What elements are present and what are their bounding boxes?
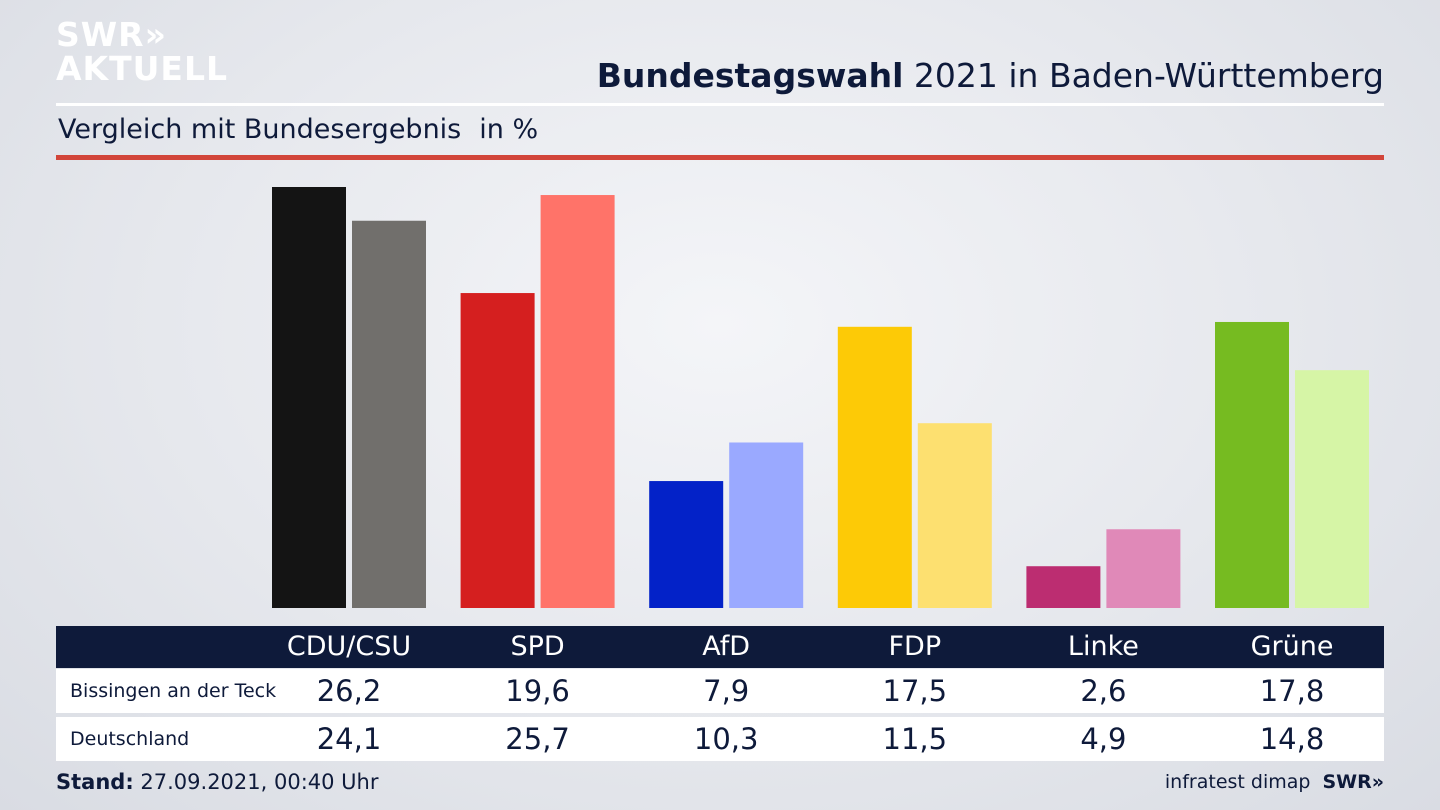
value-label-cdu-csu-deutschland: 24,1 [316, 722, 382, 756]
table-row-deutschland: Deutschland 24,1 25,7 10,3 11,5 4,9 14,8 [56, 717, 1384, 761]
category-label-gr-ne: Grüne [1250, 631, 1334, 662]
table-row-bissingen: Bissingen an der Teck 26,2 19,6 7,9 17,5 2,6… [56, 669, 1384, 713]
value-label-afd-bissingen: 7,9 [703, 674, 750, 708]
bar-gr-ne-bissingen [1215, 321, 1289, 608]
chart-subtitle: Vergleich mit Bundesergebnis in % [58, 114, 538, 145]
value-label-gr-ne-bissingen: 17,8 [1259, 674, 1325, 708]
bar-gr-ne-deutschland [1295, 370, 1369, 608]
timestamp: Stand: 27.09.2021, 00:40 Uhr [56, 770, 379, 794]
timestamp-value: 27.09.2021, 00:40 Uhr [133, 770, 379, 794]
logo-line-2: AKTUELL [56, 49, 229, 88]
value-label-fdp-bissingen: 17,5 [882, 674, 948, 708]
unit-label: in % [479, 114, 539, 145]
value-label-linke-deutschland: 4,9 [1080, 722, 1127, 756]
swr-aktuell-logo: SWR» AKTUELL [56, 18, 228, 86]
bar-afd-deutschland [729, 442, 804, 608]
logo-line-1: SWR» [56, 15, 167, 54]
bar-cdu-csu-bissingen [272, 187, 346, 608]
source-name: infratest dimap [1164, 771, 1311, 793]
chart-title-bold: Bundestagswahl [596, 56, 904, 95]
value-label-cdu-csu-bissingen: 26,2 [316, 674, 382, 708]
value-label-spd-deutschland: 25,7 [505, 722, 570, 756]
source-credit: infratest dimap SWR» [1165, 771, 1384, 793]
row-label-bissingen: Bissingen an der Teck [70, 680, 277, 702]
value-label-fdp-deutschland: 11,5 [882, 722, 948, 756]
bar-fdp-deutschland [917, 423, 992, 608]
value-label-spd-bissingen: 19,6 [505, 674, 570, 708]
subtitle-text: Vergleich mit Bundesergebnis [58, 114, 462, 145]
table-header-row: CDU/CSU SPD AfD FDP Linke Grüne [56, 626, 1384, 668]
bar-linke-bissingen [1026, 566, 1101, 608]
bar-spd-bissingen [460, 293, 535, 608]
category-label-linke: Linke [1067, 631, 1139, 662]
bar-cdu-csu-deutschland [352, 220, 426, 609]
value-label-linke-bissingen: 2,6 [1080, 674, 1127, 708]
title-divider [56, 103, 1384, 106]
category-label-fdp: FDP [888, 631, 942, 662]
subtitle-divider [56, 155, 1384, 160]
bar-spd-deutschland [540, 195, 615, 608]
category-label-spd: SPD [510, 631, 565, 662]
bar-fdp-bissingen [837, 326, 912, 608]
row-label-deutschland: Deutschland [70, 728, 190, 750]
value-label-gr-ne-deutschland: 14,8 [1259, 722, 1325, 756]
chart-title: Bundestagswahl 2021 in Baden-Württemberg [597, 56, 1384, 95]
timestamp-label: Stand: [56, 770, 134, 794]
value-label-afd-deutschland: 10,3 [693, 722, 759, 756]
category-label-afd: AfD [702, 631, 751, 662]
source-brand: SWR» [1322, 771, 1384, 793]
bar-afd-bissingen [649, 481, 724, 608]
category-label-cdu-csu: CDU/CSU [286, 631, 412, 662]
bar-linke-deutschland [1106, 529, 1181, 608]
chart-title-rest: 2021 in Baden-Württemberg [903, 56, 1384, 95]
